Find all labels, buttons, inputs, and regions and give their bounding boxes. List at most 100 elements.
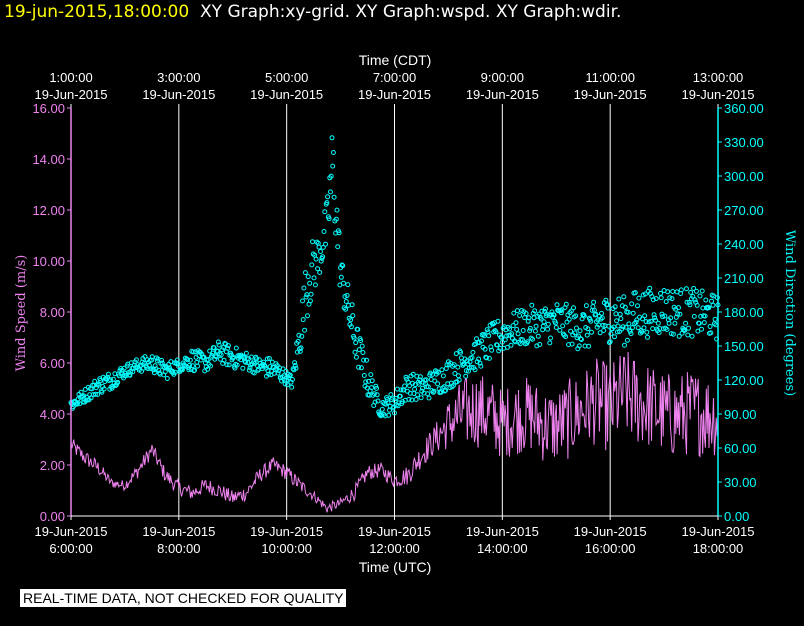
bottom-tick-time: 10:00:00 — [261, 541, 312, 556]
wind-direction-point — [298, 345, 304, 351]
wind-direction-point — [205, 357, 211, 362]
wind-direction-point — [626, 321, 632, 327]
wind-direction-point — [652, 315, 658, 321]
wind-direction-point — [450, 383, 456, 388]
wind-direction-point — [618, 316, 624, 322]
wind-direction-point — [527, 328, 533, 334]
wind-direction-point — [289, 377, 295, 382]
quality-notice: REAL-TIME DATA, NOT CHECKED FOR QUALITY — [20, 589, 347, 607]
header: 19-jun-2015,18:00:00 XY Graph:xy-grid. X… — [4, 2, 621, 22]
wind-direction-point — [351, 335, 357, 341]
left-tick-label: 8.00 — [40, 305, 65, 320]
wind-direction-point — [318, 258, 324, 264]
wind-direction-point — [520, 328, 526, 333]
wind-direction-point — [341, 280, 346, 286]
wind-direction-point — [537, 342, 543, 347]
wind-direction-point — [361, 373, 367, 378]
wind-direction-point — [456, 377, 462, 383]
wind-direction-point — [231, 355, 236, 360]
wind-direction-point — [633, 319, 639, 325]
wind-direction-point — [152, 363, 158, 369]
wind-direction-point — [686, 325, 691, 331]
right-tick-label: 180.00 — [724, 305, 764, 320]
wind-direction-point — [115, 379, 121, 385]
wind-direction-point — [418, 395, 424, 401]
wind-direction-point — [592, 312, 598, 318]
wind-direction-point — [350, 313, 356, 319]
wind-direction-point — [289, 384, 295, 390]
wind-direction-point — [568, 308, 574, 314]
wind-direction-point — [78, 389, 84, 395]
wind-direction-point — [210, 350, 216, 356]
wind-direction-point — [572, 330, 578, 336]
wind-direction-point — [226, 362, 232, 368]
right-tick-label: 150.00 — [724, 339, 764, 354]
wind-direction-point — [532, 308, 538, 314]
header-timestamp: 19-jun-2015,18:00:00 — [4, 2, 190, 22]
wind-direction-point — [666, 320, 672, 326]
wind-direction-point — [530, 336, 535, 342]
wind-direction-point — [287, 372, 293, 378]
wind-direction-point — [563, 334, 569, 340]
wind-direction-point — [514, 308, 520, 314]
wind-direction-point — [179, 366, 185, 372]
wind-direction-point — [340, 263, 346, 269]
wind-direction-point — [489, 347, 495, 353]
wind-direction-point — [211, 345, 217, 351]
wind-direction-point — [573, 313, 579, 319]
wind-direction-point — [423, 377, 429, 383]
wind-direction-point — [532, 328, 538, 334]
right-tick-label: 330.00 — [724, 135, 764, 150]
wind-direction-point — [591, 299, 597, 305]
wind-direction-point — [92, 378, 98, 384]
left-tick-label: 10.00 — [32, 254, 65, 269]
wind-direction-point — [426, 395, 432, 401]
wind-direction-point — [712, 316, 718, 322]
wind-direction-point — [218, 352, 224, 358]
bottom-tick-date: 19-Jun-2015 — [574, 524, 647, 539]
wind-direction-point — [615, 323, 621, 329]
right-tick-label: 30.00 — [724, 475, 757, 490]
wind-direction-point — [601, 328, 607, 333]
wind-direction-point — [464, 358, 470, 364]
wind-direction-point — [452, 371, 458, 376]
wind-direction-point — [458, 349, 464, 355]
wind-direction-point — [368, 372, 374, 378]
wind-direction-point — [509, 335, 515, 341]
wind-direction-point — [605, 305, 611, 311]
wind-direction-point — [578, 337, 584, 342]
wind-direction-point — [322, 209, 328, 215]
wind-direction-point — [701, 320, 707, 326]
wind-direction-point — [630, 310, 636, 316]
bottom-tick-time: 14:00:00 — [477, 541, 528, 556]
wind-direction-point — [670, 289, 676, 294]
wind-direction-point — [494, 342, 500, 348]
wind-direction-point — [305, 313, 310, 319]
wind-direction-point — [307, 298, 313, 304]
wind-direction-point — [660, 314, 666, 320]
wind-direction-point — [691, 285, 697, 291]
wind-direction-point — [710, 302, 716, 308]
right-tick-label: 0.00 — [724, 509, 749, 524]
wind-direction-point — [345, 282, 351, 288]
wind-direction-point — [616, 296, 622, 302]
wind-direction-point — [703, 297, 709, 303]
bottom-tick-time: 16:00:00 — [585, 541, 636, 556]
wind-direction-point — [689, 333, 695, 339]
wind-direction-point — [192, 367, 198, 373]
wind-direction-point — [479, 338, 484, 344]
wind-direction-point — [284, 382, 290, 388]
wind-direction-point — [300, 317, 306, 323]
wind-direction-point — [523, 311, 529, 316]
wind-direction-point — [317, 270, 323, 275]
wind-direction-point — [468, 364, 474, 370]
wind-direction-point — [353, 340, 359, 346]
right-tick-label: 210.00 — [724, 271, 764, 286]
wind-direction-point — [653, 296, 659, 302]
wind-direction-point — [432, 378, 438, 384]
wind-direction-point — [313, 256, 319, 262]
wind-direction-point — [187, 357, 193, 363]
wind-direction-point — [597, 330, 603, 336]
wind-direction-point — [371, 391, 377, 397]
